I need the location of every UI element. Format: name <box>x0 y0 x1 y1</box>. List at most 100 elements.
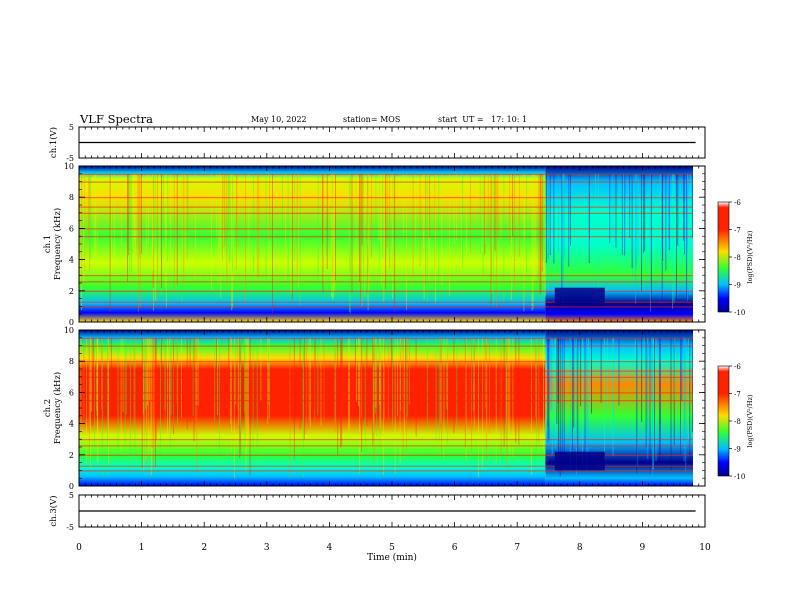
spectrogram-streak <box>309 337 311 427</box>
interference-line <box>79 301 693 303</box>
x-tick-label: 5 <box>389 543 395 553</box>
spectrogram-streak <box>484 173 486 244</box>
spectrogram-streak <box>113 173 115 275</box>
spectrogram-streak <box>465 337 467 461</box>
spectrogram-streak <box>540 173 542 293</box>
spectrogram-streak <box>89 173 91 270</box>
spectrogram-streak <box>390 337 392 414</box>
spectrogram-streak <box>644 173 646 251</box>
spectrogram-streak <box>381 173 382 286</box>
spectrogram-streak <box>170 337 172 416</box>
spectrogram-streak <box>158 173 160 276</box>
spectrogram-streak <box>133 173 135 243</box>
interference-line <box>79 370 693 372</box>
spectrogram-streak <box>441 173 443 286</box>
spectrogram-streak <box>149 337 150 402</box>
spectrogram-streak <box>272 173 273 313</box>
spectrogram-streak <box>247 337 248 442</box>
spectrogram-streak <box>222 173 223 260</box>
spectrogram-streak <box>387 337 389 420</box>
spectrogram-streak <box>367 173 369 311</box>
spectrogram-streak <box>473 337 475 429</box>
spectrogram-streak <box>155 337 157 440</box>
spectrogram-streak <box>125 337 127 415</box>
y-tick-label: 8 <box>69 193 74 202</box>
spectrogram-streak <box>549 173 551 255</box>
spectrogram-streak <box>519 173 520 258</box>
x-tick-label: 1 <box>139 543 145 553</box>
spectrogram-streak <box>224 173 226 247</box>
colorbar-tick-label: -6 <box>734 363 741 371</box>
spectrogram-streak <box>133 173 134 270</box>
spectrogram-streak <box>394 337 396 474</box>
spectrogram-streak <box>361 337 363 452</box>
spectrogram-streak <box>245 337 247 454</box>
spectrogram-streak <box>323 337 325 420</box>
spectrogram-streak <box>228 173 230 264</box>
spectrogram-streak <box>146 173 147 269</box>
spectrogram-streak <box>157 173 158 303</box>
spectrogram-streak <box>681 337 683 402</box>
spectrogram-streak <box>290 173 292 294</box>
spectrogram-streak <box>600 337 602 403</box>
spectrogram-streak <box>360 173 362 306</box>
spectrogram-streak <box>484 337 486 409</box>
spectrogram-streak <box>297 173 299 288</box>
spectrogram-streak <box>561 337 563 473</box>
spectrogram-streak <box>155 337 156 467</box>
colorbar-tick-label: -10 <box>734 473 745 481</box>
spectrogram-streak <box>692 337 693 432</box>
spectrogram-streak <box>684 173 685 255</box>
spectrogram-streak <box>559 337 561 477</box>
spectrogram-streak <box>405 337 406 401</box>
interference-line <box>79 392 693 394</box>
spectrogram-streak <box>90 173 91 260</box>
spectrogram-streak <box>543 337 544 451</box>
spectrogram-streak <box>471 337 472 452</box>
spectrogram-streak <box>543 173 545 268</box>
spectrogram-streak <box>580 337 582 406</box>
interference-line <box>79 361 693 363</box>
spectrogram-streak <box>337 337 339 455</box>
spectrogram-streak <box>641 337 643 422</box>
spectrogram-streak <box>88 173 90 239</box>
spectrogram-streak <box>366 337 368 426</box>
spectrogram-streak <box>653 337 654 432</box>
spectrogram-streak <box>438 337 440 442</box>
spectrogram-streak <box>412 173 414 279</box>
interference-line <box>79 206 693 208</box>
spectrogram-streak <box>141 337 143 469</box>
spectrogram-streak <box>534 173 536 280</box>
spectrogram-streak <box>456 337 458 428</box>
spectrogram-streak <box>151 337 152 476</box>
interference-line <box>79 275 693 277</box>
spectrogram-streak <box>461 173 462 271</box>
spectrogram-streak <box>349 337 350 430</box>
spectrogram-streak <box>299 173 301 305</box>
spectrogram-streak <box>110 337 112 411</box>
spectrogram-streak <box>305 337 307 434</box>
spectrogram-streak <box>660 337 661 461</box>
spectrogram-streak <box>547 173 549 291</box>
x-tick-label: 8 <box>577 543 583 553</box>
spectrogram-streak <box>317 173 319 288</box>
spectrogram-streak <box>555 337 557 426</box>
spectrogram-streak <box>389 173 390 269</box>
spectrogram-streak <box>173 173 175 291</box>
spectrogram-streak <box>406 173 407 310</box>
spectrogram-streak <box>446 337 448 410</box>
spectrogram-streak <box>233 337 235 478</box>
spectrogram-streak <box>302 337 304 478</box>
spectrogram-streak <box>258 173 260 278</box>
spectrogram-streak <box>637 173 639 256</box>
spectrogram-streak <box>441 337 442 456</box>
spectrogram-streak <box>110 173 112 273</box>
spectrogram-streak <box>101 337 102 410</box>
spectrogram-streak <box>154 173 156 251</box>
spectrogram-streak <box>500 337 502 453</box>
spectrogram-streak <box>569 337 571 470</box>
spectrogram-streak <box>231 337 232 451</box>
spectrogram-streak <box>425 173 426 291</box>
spectrogram-streak <box>153 337 154 472</box>
spectrogram-streak <box>435 337 437 439</box>
